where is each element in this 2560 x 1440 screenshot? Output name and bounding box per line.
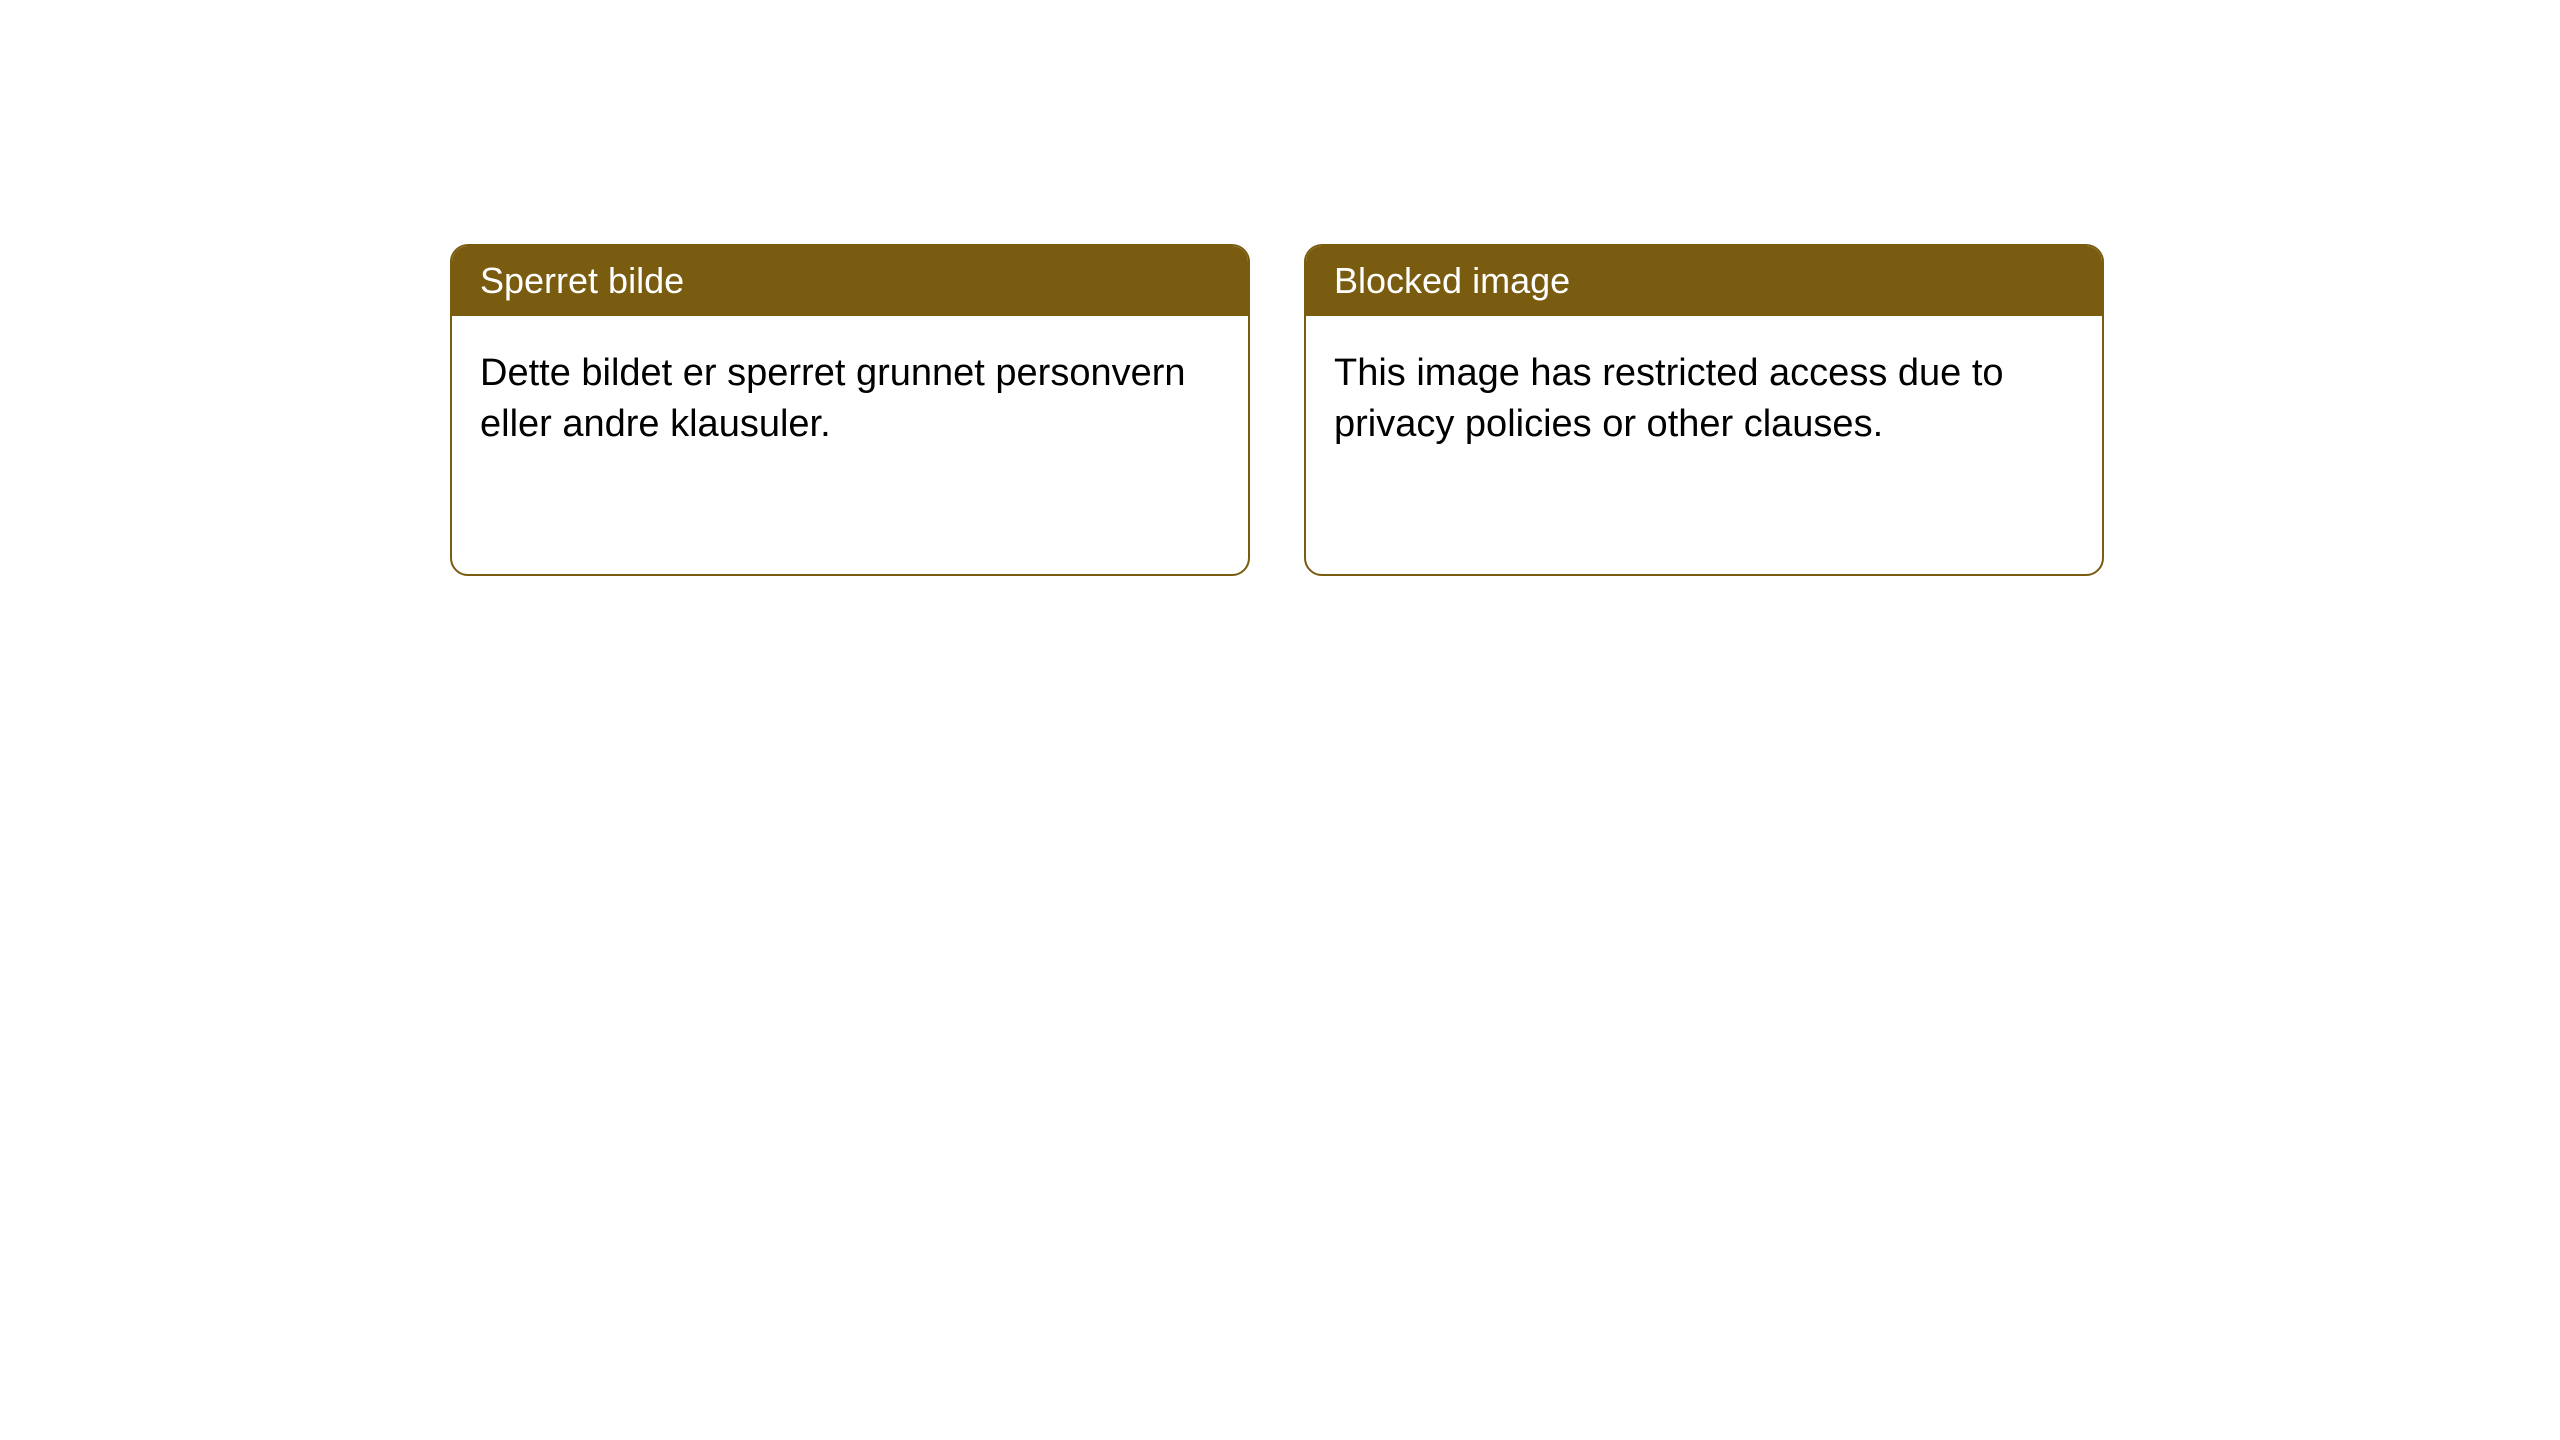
card-header-title-en: Blocked image <box>1334 260 1570 301</box>
card-body-no: Dette bildet er sperret grunnet personve… <box>452 316 1248 483</box>
blocked-image-card-no: Sperret bilde Dette bildet er sperret gr… <box>450 244 1250 576</box>
card-body-text-no: Dette bildet er sperret grunnet personve… <box>480 352 1186 445</box>
card-header-title-no: Sperret bilde <box>480 260 684 301</box>
card-body-text-en: This image has restricted access due to … <box>1334 352 2004 445</box>
card-header-no: Sperret bilde <box>452 246 1248 316</box>
blocked-image-cards: Sperret bilde Dette bildet er sperret gr… <box>450 244 2104 576</box>
card-body-en: This image has restricted access due to … <box>1306 316 2102 483</box>
blocked-image-card-en: Blocked image This image has restricted … <box>1304 244 2104 576</box>
card-header-en: Blocked image <box>1306 246 2102 316</box>
